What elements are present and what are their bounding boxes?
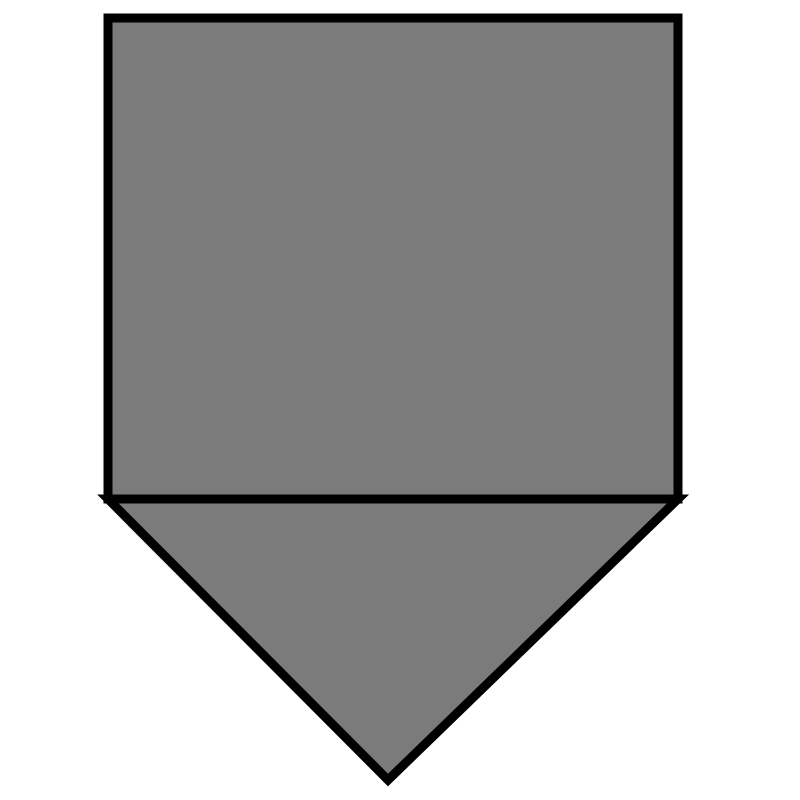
square-shape: [103, 13, 683, 504]
triangle-shape: [97, 494, 690, 787]
